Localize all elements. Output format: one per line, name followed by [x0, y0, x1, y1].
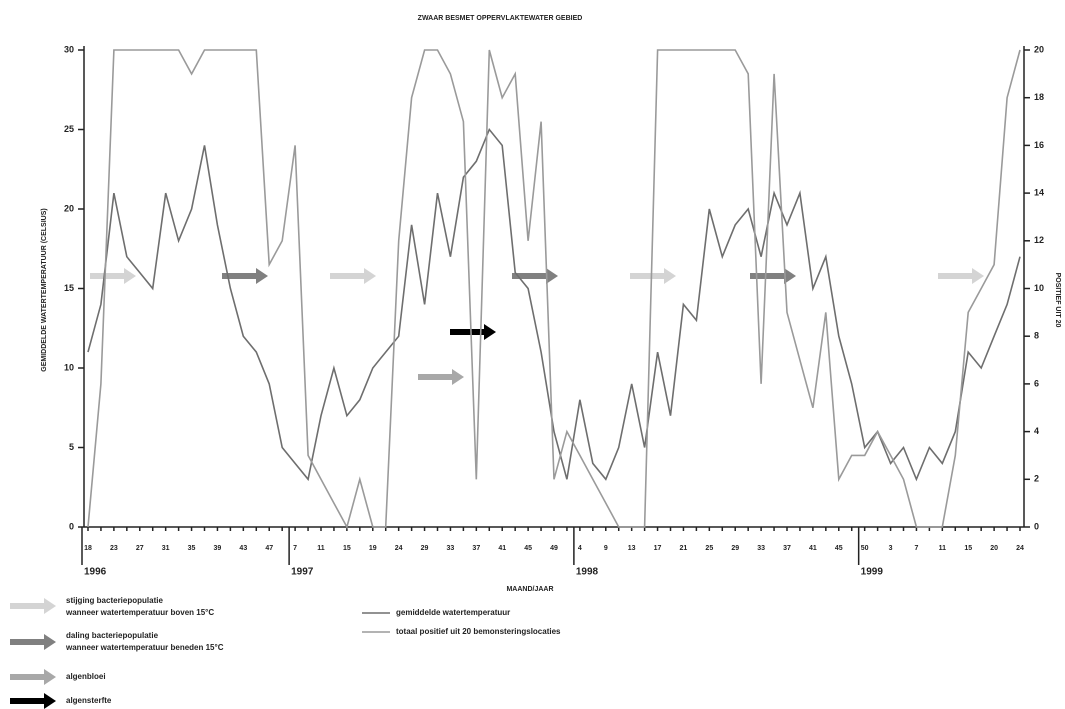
x-tick-label: 13 — [628, 545, 636, 552]
x-tick-label: 11 — [317, 545, 325, 552]
year-label: 1997 — [291, 567, 314, 578]
x-tick-label: 17 — [654, 545, 662, 552]
x-tick-label: 18 — [84, 545, 92, 552]
arrow-legend-label: wanneer watertemperatuur beneden 15°C — [65, 643, 224, 652]
chart-title: ZWAAR BESMET OPPERVLAKTEWATER GEBIED — [418, 15, 583, 22]
y2-tick-label: 18 — [1034, 92, 1044, 102]
x-axis-label: MAAND/JAAR — [506, 586, 553, 593]
y2-tick-label: 2 — [1034, 474, 1039, 484]
x-tick-label: 50 — [861, 545, 869, 552]
x-tick-label: 4 — [578, 545, 582, 552]
y2-tick-label: 0 — [1034, 521, 1039, 531]
y-tick-label: 30 — [64, 44, 74, 54]
y2-tick-label: 8 — [1034, 331, 1039, 341]
y-tick-label: 15 — [64, 283, 74, 293]
x-tick-label: 35 — [188, 545, 196, 552]
y2-tick-label: 4 — [1034, 426, 1039, 436]
x-tick-label: 19 — [369, 545, 377, 552]
y-tick-label: 20 — [64, 203, 74, 213]
x-tick-label: 25 — [705, 545, 713, 552]
x-tick-label: 39 — [214, 545, 222, 552]
arrow-legend-label: algenbloei — [66, 672, 106, 681]
y2-tick-label: 16 — [1034, 140, 1044, 150]
legend-label: totaal positief uit 20 bemonsteringsloca… — [396, 627, 561, 636]
x-tick-label: 41 — [809, 545, 817, 552]
x-tick-label: 49 — [550, 545, 558, 552]
y-tick-label: 25 — [64, 124, 74, 134]
legend-arrow — [10, 634, 56, 650]
y-tick-label: 5 — [69, 442, 74, 452]
arrow-rise — [90, 268, 136, 284]
x-tick-label: 20 — [990, 545, 998, 552]
x-tick-label: 45 — [524, 545, 532, 552]
x-tick-label: 29 — [731, 545, 739, 552]
y2-tick-label: 6 — [1034, 378, 1039, 388]
arrow-legend-label: algensterfte — [66, 696, 112, 705]
arrow-rise — [938, 268, 984, 284]
x-tick-label: 7 — [914, 545, 918, 552]
arrow-legend-label: daling bacteriepopulatie — [66, 631, 159, 640]
x-tick-label: 24 — [395, 545, 403, 552]
x-tick-label: 29 — [421, 545, 429, 552]
arrow-legend-label: wanneer watertemperatuur boven 15°C — [65, 608, 214, 617]
y2-tick-label: 10 — [1034, 283, 1044, 293]
x-tick-label: 43 — [239, 545, 247, 552]
arrow-dieoff — [450, 324, 496, 340]
x-tick-label: 31 — [162, 545, 170, 552]
x-tick-label: 21 — [680, 545, 688, 552]
x-tick-label: 7 — [293, 545, 297, 552]
chart-arrows — [90, 268, 984, 385]
y2-axis-label: POSITIEF UIT 20 — [1054, 273, 1061, 328]
x-tick-label: 37 — [783, 545, 791, 552]
x-tick-label: 24 — [1016, 545, 1024, 552]
x-tick-label: 45 — [835, 545, 843, 552]
arrow-rise — [330, 268, 376, 284]
x-tick-label: 33 — [447, 545, 455, 552]
arrow-legend-label: stijging bacteriepopulatie — [66, 596, 163, 605]
arrow-bloom — [418, 369, 464, 385]
legend-label: gemiddelde watertemperatuur — [396, 608, 510, 617]
legend-arrows — [10, 598, 56, 709]
legend-arrow — [10, 693, 56, 709]
x-tick-label: 41 — [498, 545, 506, 552]
x-tick-label: 47 — [265, 545, 273, 552]
x-tick-label: 37 — [472, 545, 480, 552]
y2-tick-label: 14 — [1034, 187, 1044, 197]
series-line — [87, 49, 1021, 530]
x-tick-label: 15 — [343, 545, 351, 552]
legend-arrow — [10, 669, 56, 685]
y2-tick-label: 20 — [1034, 44, 1044, 54]
x-tick-label: 9 — [604, 545, 608, 552]
series-line — [87, 127, 1021, 482]
y-axis-label: GEMIDDELDE WATERTEMPERATUUR (CELSIUS) — [41, 208, 48, 371]
year-label: 1996 — [84, 567, 107, 578]
year-label: 1999 — [861, 567, 884, 578]
x-tick-label: 27 — [136, 545, 144, 552]
y-tick-label: 0 — [69, 521, 74, 531]
x-tick-label: 15 — [964, 545, 972, 552]
legend-arrow — [10, 598, 56, 614]
x-tick-label: 33 — [757, 545, 765, 552]
year-label: 1998 — [576, 567, 599, 578]
arrow-rise — [630, 268, 676, 284]
x-tick-label: 23 — [110, 545, 118, 552]
y2-tick-label: 12 — [1034, 235, 1044, 245]
x-tick-label: 11 — [939, 545, 947, 552]
x-tick-label: 3 — [889, 545, 893, 552]
y-tick-label: 10 — [64, 362, 74, 372]
